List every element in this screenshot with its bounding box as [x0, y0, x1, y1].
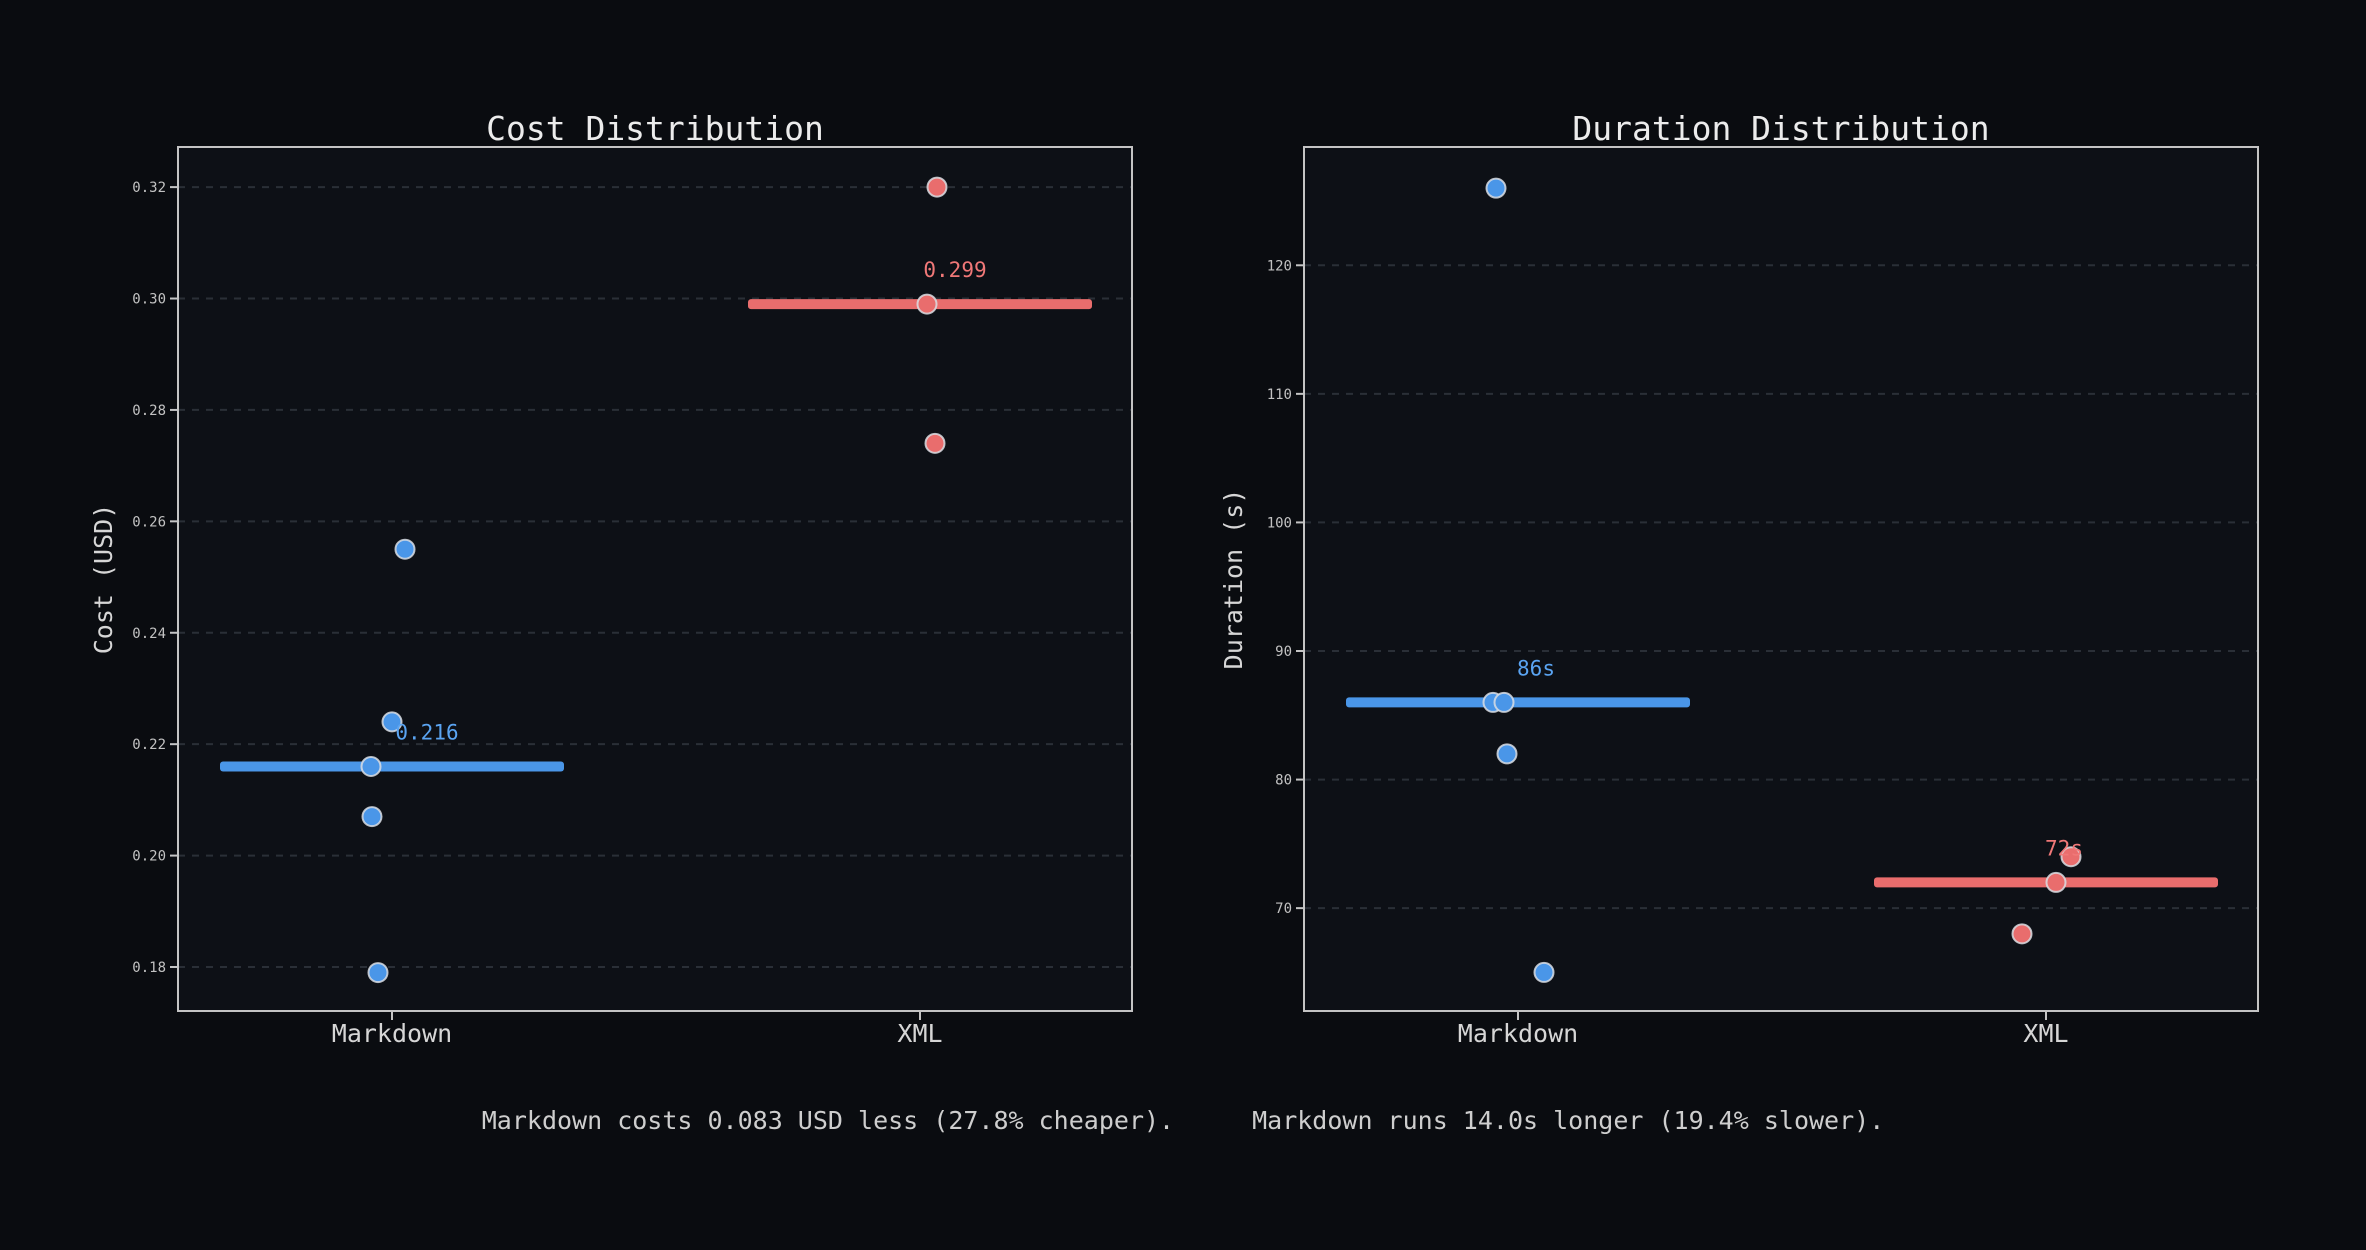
- x-tick-label: XML: [897, 1019, 942, 1048]
- data-point: [2045, 871, 2067, 893]
- y-tick-label: 110: [1267, 387, 1292, 403]
- median-line: [220, 761, 564, 772]
- x-tick-label: XML: [2023, 1019, 2068, 1048]
- median-label: 72s: [2045, 836, 2083, 860]
- y-tick-label: 90: [1275, 644, 1292, 660]
- chart-title-cost: Cost Distribution: [486, 109, 824, 148]
- y-axis-label-duration: Duration (s): [1219, 489, 1248, 670]
- y-tick-label: 120: [1267, 258, 1292, 274]
- y-tick-label: 0.24: [132, 626, 166, 642]
- data-point: [367, 962, 389, 984]
- median-label: 0.299: [923, 258, 986, 282]
- x-tick-label: Markdown: [332, 1019, 452, 1048]
- data-point: [2011, 923, 2033, 945]
- y-tick-label: 0.22: [132, 737, 166, 753]
- median-label: 0.216: [395, 720, 458, 744]
- data-point: [924, 432, 946, 454]
- y-tick-label: 0.30: [132, 292, 166, 308]
- summary-cost: Markdown costs 0.083 USD less (27.8% che…: [481, 1106, 1175, 1135]
- axes-background: [178, 147, 1132, 1011]
- data-point: [1533, 961, 1555, 983]
- data-point: [2060, 846, 2082, 868]
- data-point: [361, 806, 383, 828]
- y-tick-label: 0.32: [132, 180, 166, 196]
- axes-layer: 0.18 0.20 0.22 0.24 0.26 0.28 0.30 0.32 Markdown…: [132, 146, 2259, 1048]
- median-line: [1346, 697, 1690, 708]
- x-tick-label: Markdown: [1458, 1019, 1578, 1048]
- y-tick-label: 100: [1267, 515, 1292, 531]
- y-tick-label: 0.26: [132, 514, 166, 530]
- data-point: [1485, 177, 1507, 199]
- axes-background: [1304, 147, 2258, 1011]
- median-label: 86s: [1517, 656, 1555, 680]
- summary-duration: Markdown runs 14.0s longer (19.4% slower…: [1252, 1106, 1885, 1135]
- chart-title-duration: Duration Distribution: [1572, 109, 1989, 148]
- axes-frame: [177, 146, 1133, 1012]
- y-tick-label: 0.20: [132, 849, 166, 865]
- y-tick-label: 0.28: [132, 403, 166, 419]
- data-point: [926, 176, 948, 198]
- y-tick-label: 80: [1275, 773, 1292, 789]
- axes-frame: [1303, 146, 2259, 1012]
- y-tick-label: 70: [1275, 901, 1292, 917]
- y-tick-label: 0.18: [132, 960, 166, 976]
- data-point: [1496, 743, 1518, 765]
- y-axis-label-cost: Cost (USD): [89, 504, 118, 655]
- data-point: [1493, 691, 1515, 713]
- data-point: [394, 538, 416, 560]
- data-point: [916, 293, 938, 315]
- data-point: [381, 711, 403, 733]
- data-point: [360, 755, 382, 777]
- summary-row: Markdown costs 0.083 USD less (27.8% che…: [0, 1106, 2366, 1135]
